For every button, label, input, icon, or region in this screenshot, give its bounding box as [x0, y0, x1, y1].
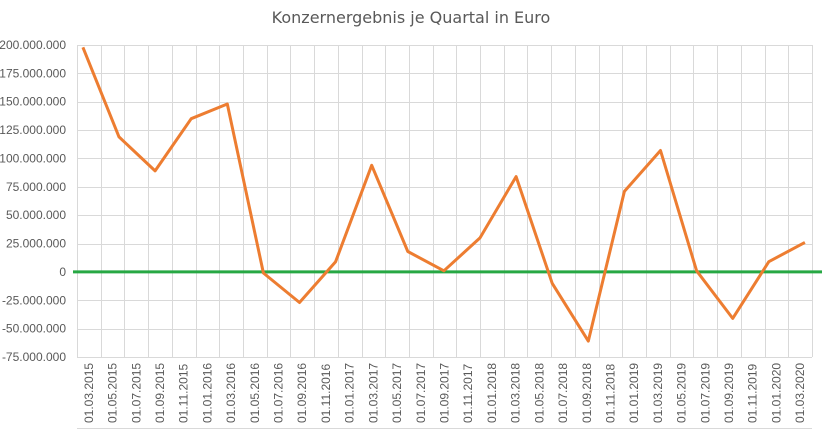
x-tick-label: 01.11.2019	[746, 364, 760, 423]
y-axis-tick-labels: 200.000.000 175.000.000 150.000.000 125.000…	[0, 38, 66, 364]
x-tick-label: 01.05.2018	[532, 363, 546, 423]
x-tick-label: 01.07.2017	[414, 363, 428, 423]
x-tick-label: 01.11.2018	[603, 364, 617, 423]
x-tick-label: 01.09.2018	[580, 363, 594, 423]
series-line-konzernergebnis	[81, 46, 806, 343]
x-tick-label: 01.03.2015	[82, 363, 96, 423]
x-tick-label: 01.01.2019	[627, 363, 641, 423]
x-tick-label: 01.03.2020	[793, 363, 807, 423]
x-tick-label: 01.09.2015	[153, 363, 167, 423]
x-tick-label: 01.01.2016	[200, 363, 214, 423]
x-axis-tick-labels: 01.03.2015 01.05.2015 01.07.2015 01.09.2015…	[82, 363, 807, 423]
x-tick-label: 01.03.2017	[366, 363, 380, 423]
x-tick-label: 01.11.2016	[319, 364, 333, 423]
y-tick-label: 0	[59, 265, 66, 279]
y-tick-label: 125.000.000	[0, 123, 66, 137]
x-tick-label: 01.09.2016	[295, 363, 309, 423]
x-tick-label: 01.03.2018	[509, 363, 523, 423]
x-tick-label: 01.05.2015	[106, 363, 120, 423]
x-tick-label: 01.03.2019	[651, 363, 665, 423]
y-tick-label: 150.000.000	[0, 95, 66, 109]
y-tick-label: -25.000.000	[2, 293, 66, 307]
x-tick-label: 01.07.2018	[556, 363, 570, 423]
x-tick-label: 01.09.2017	[438, 363, 452, 423]
y-tick-label: 200.000.000	[0, 38, 66, 52]
x-tick-label: 01.01.2018	[485, 363, 499, 423]
x-tick-label: 01.11.2015	[177, 364, 191, 423]
x-tick-label: 01.05.2016	[248, 363, 262, 423]
y-tick-label: 25.000.000	[6, 237, 66, 251]
x-tick-label: 01.05.2017	[390, 363, 404, 423]
x-tick-label: 01.07.2019	[698, 363, 712, 423]
y-tick-label: 175.000.000	[0, 66, 66, 80]
y-tick-label: -50.000.000	[2, 322, 66, 336]
x-tick-label: 01.01.2020	[769, 363, 783, 423]
y-tick-label: -75.000.000	[2, 350, 66, 364]
x-tick-label: 01.03.2016	[224, 363, 238, 423]
x-tick-label: 01.05.2019	[675, 363, 689, 423]
chart-title: Konzernergebnis je Quartal in Euro	[271, 8, 551, 27]
y-tick-label: 50.000.000	[6, 208, 66, 222]
x-tick-label: 01.01.2017	[343, 363, 357, 423]
x-tick-label: 01.07.2016	[272, 363, 286, 423]
x-tick-label: 01.07.2015	[129, 363, 143, 423]
y-tick-label: 100.000.000	[0, 151, 66, 165]
y-tick-label: 75.000.000	[6, 180, 66, 194]
x-tick-label: 01.11.2017	[461, 364, 475, 423]
x-tick-label: 01.09.2019	[722, 363, 736, 423]
